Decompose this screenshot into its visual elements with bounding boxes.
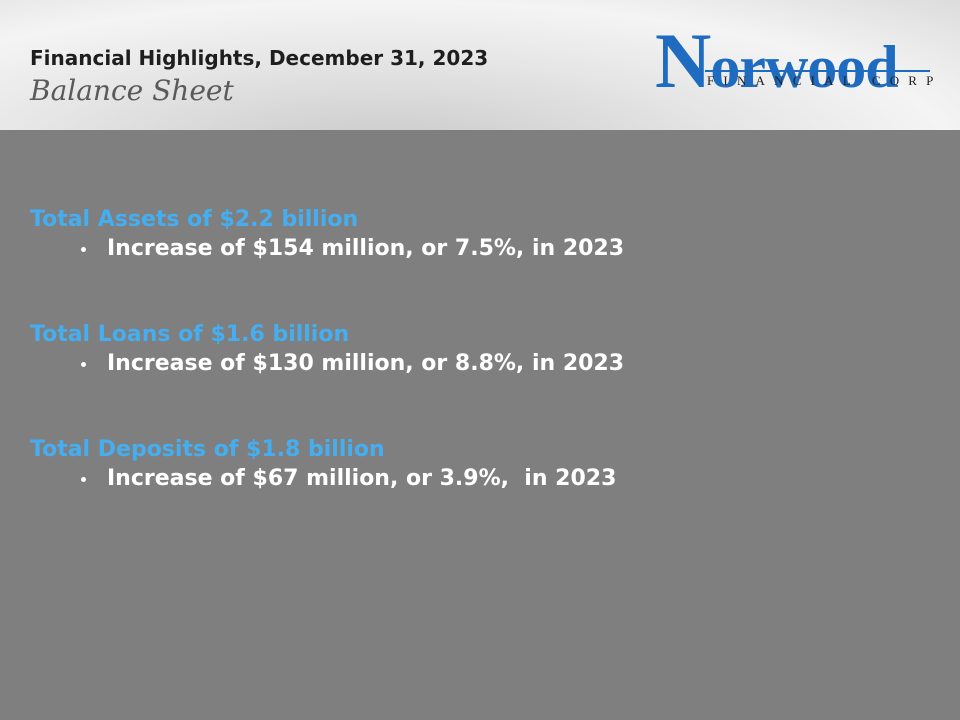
section-heading: Total Loans of $1.6 billion (30, 322, 350, 347)
logo: Norwood FINANCIAL CORP (655, 17, 935, 104)
bullet-dot (81, 247, 86, 252)
logo-rule (705, 70, 930, 72)
bullet-item: Increase of $130 million, or 8.8%, in 20… (30, 349, 624, 379)
section: Total Loans of $1.6 billion Increase of $… (30, 321, 624, 379)
section-heading: Total Deposits of $1.8 billion (30, 437, 385, 462)
bullet-item: Increase of $154 million, or 7.5%, in 20… (30, 234, 624, 264)
bullet-dot (81, 477, 86, 482)
bullet-dot (81, 362, 86, 367)
section: Total Deposits of $1.8 billion Increase o… (30, 436, 616, 494)
section: Total Assets of $2.2 billion Increase of … (30, 206, 624, 264)
logo-name: Norwood (655, 17, 899, 104)
header: Financial Highlights, December 31, 2023 … (0, 0, 960, 130)
slide-subtitle: Balance Sheet (30, 74, 234, 107)
logo-tagline: FINANCIAL CORP (707, 73, 943, 88)
section-heading: Total Assets of $2.2 billion (30, 207, 359, 232)
slide-title: Financial Highlights, December 31, 2023 (30, 46, 489, 70)
bullet-item: Increase of $67 million, or 3.9%, in 202… (30, 464, 616, 494)
